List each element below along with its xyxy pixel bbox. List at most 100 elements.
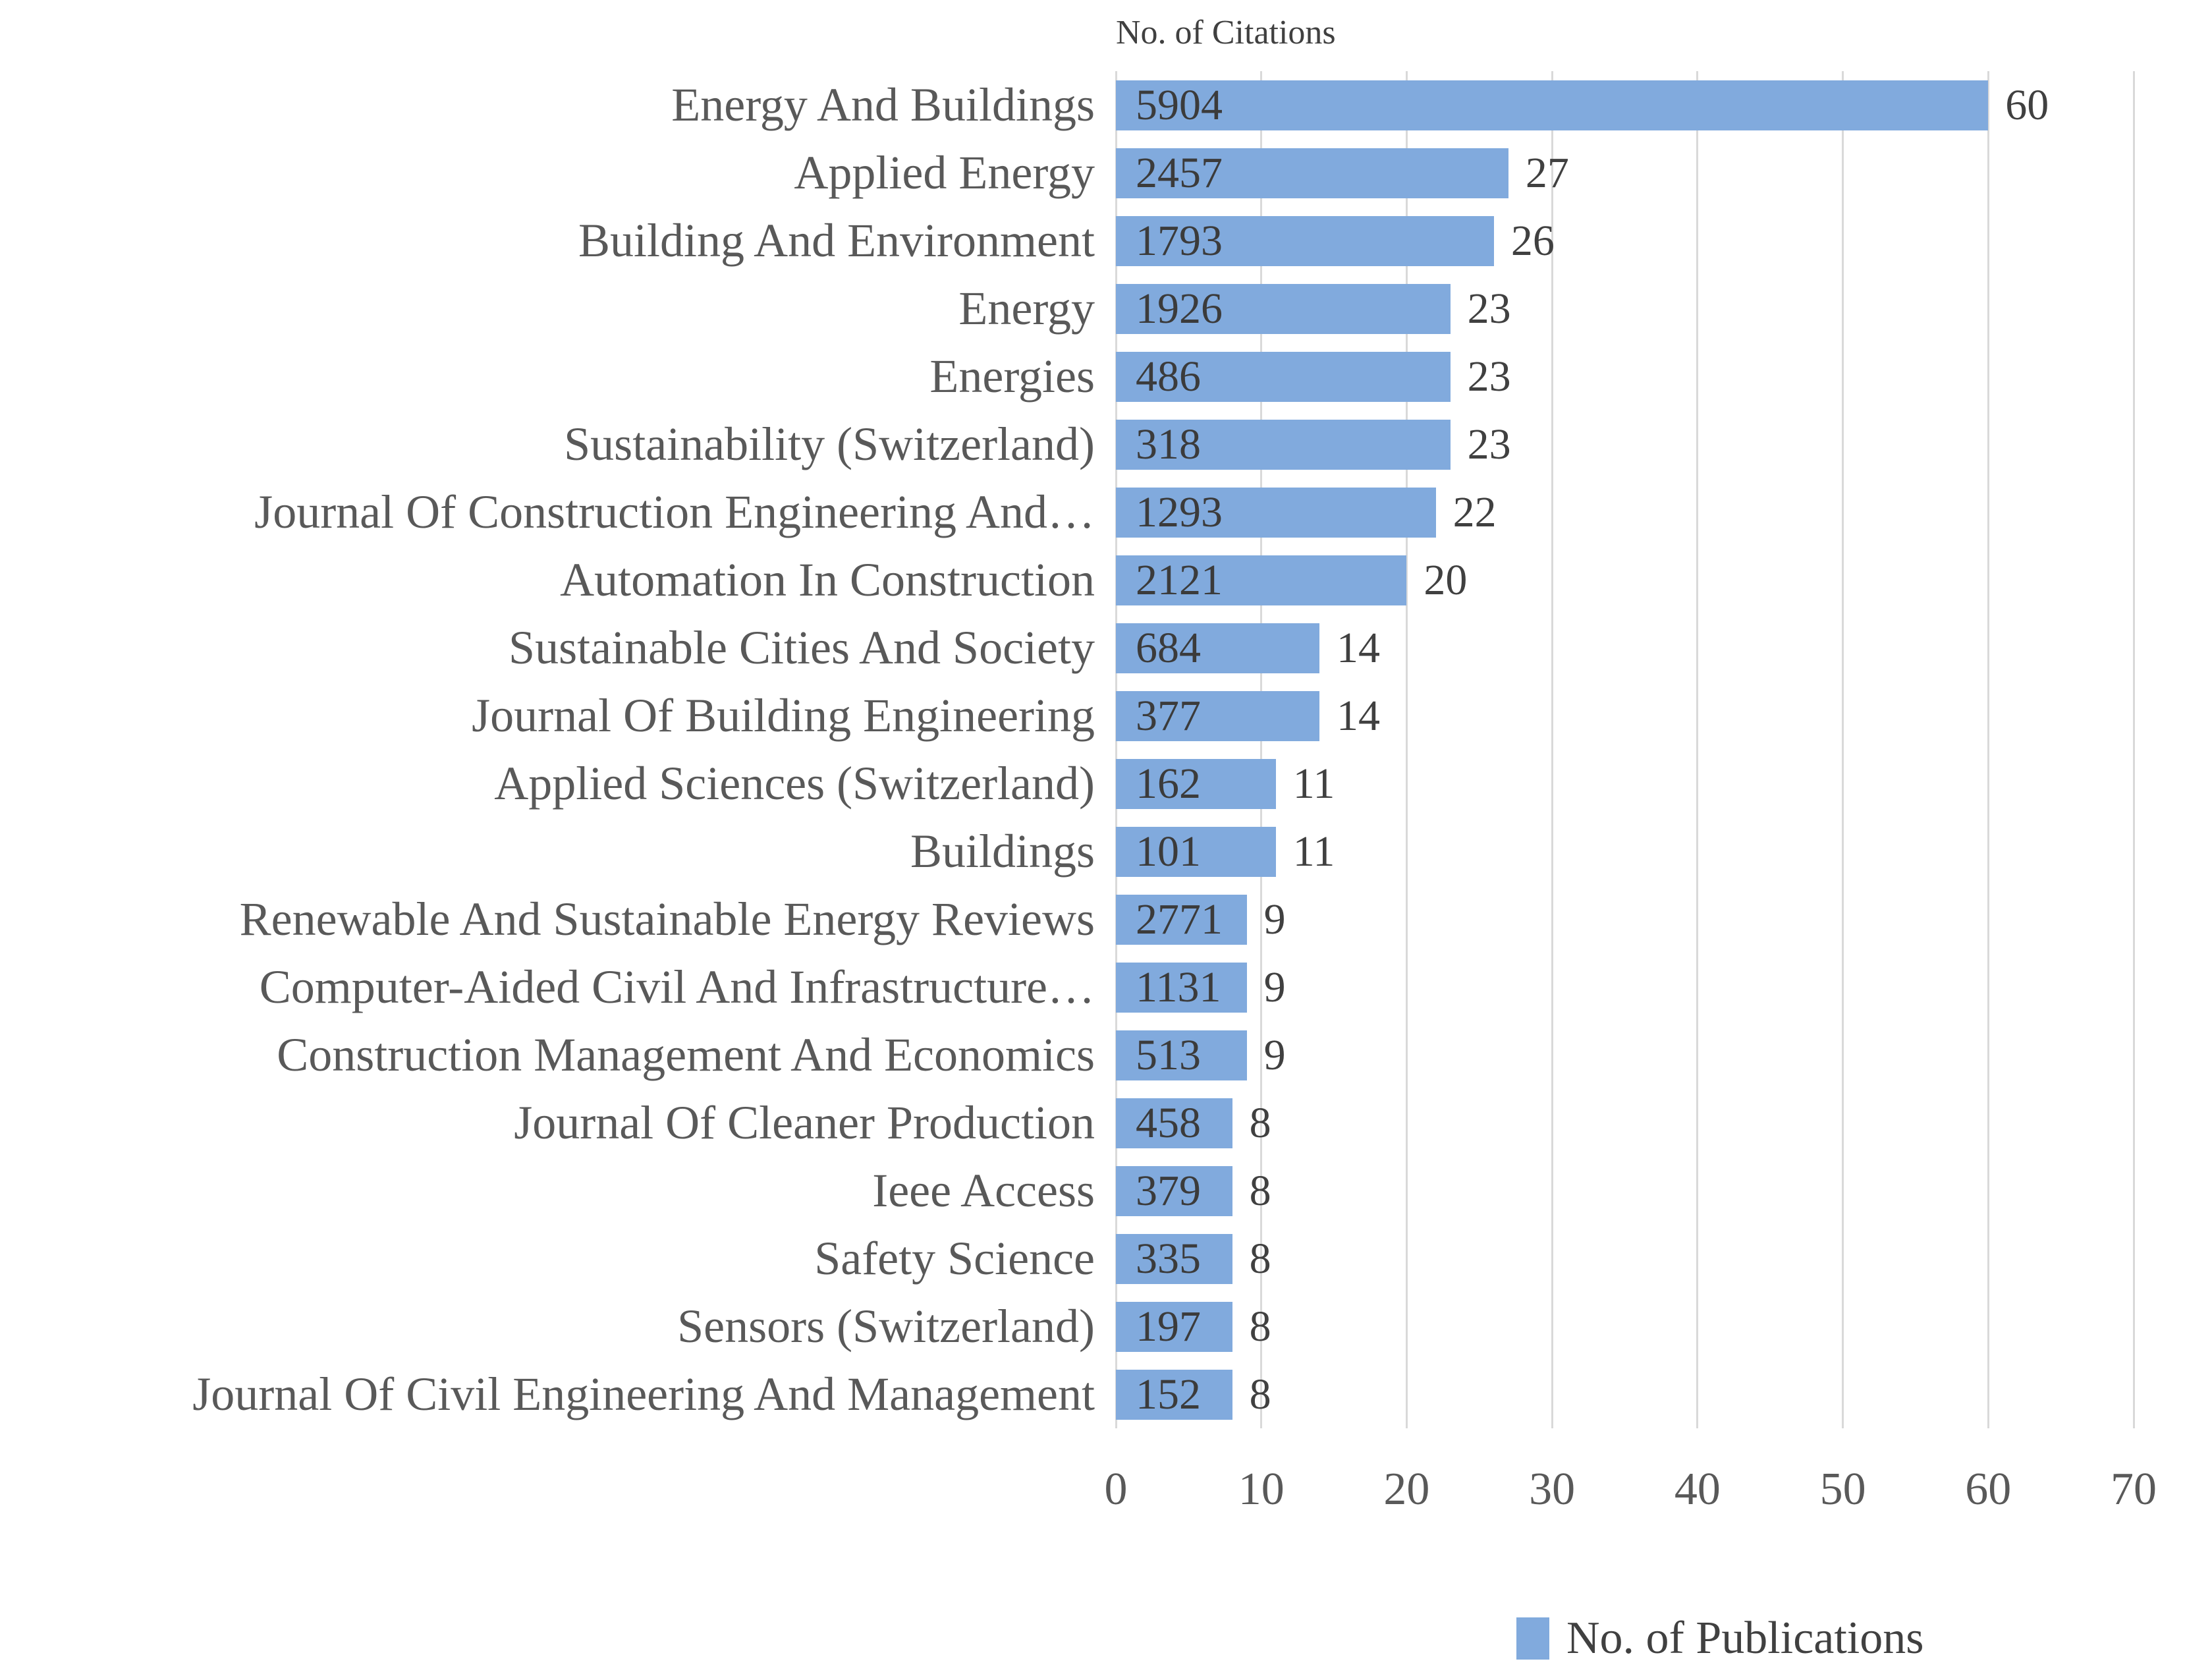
- bar-publications-label: 11: [1292, 827, 1335, 876]
- legend: No. of Publications: [1516, 1615, 1923, 1662]
- category-label: Sensors (Switzerland): [677, 1300, 1095, 1353]
- bar-row: 377 14: [1116, 682, 2134, 750]
- bar-publications-label: 8: [1249, 1370, 1271, 1418]
- bar-citations-label: 2457: [1136, 148, 1223, 197]
- bar: 5904: [1116, 80, 1989, 130]
- bar-publications-label: 23: [1467, 420, 1511, 468]
- bar-citations-label: 152: [1136, 1370, 1201, 1418]
- bar-row: 5904 60: [1116, 71, 2134, 139]
- category-label: Energies: [929, 350, 1095, 403]
- gridline: [1987, 71, 1989, 1428]
- bar-citations-label: 2771: [1136, 895, 1223, 943]
- gridline: [1551, 71, 1553, 1428]
- bar-citations-label: 101: [1136, 827, 1201, 876]
- category-label: Buildings: [910, 825, 1095, 878]
- category-label: Automation In Construction: [560, 553, 1095, 606]
- bar-row: 1293 22: [1116, 478, 2134, 546]
- category-label: Sustainable Cities And Society: [509, 621, 1095, 674]
- bar: 684: [1116, 623, 1319, 673]
- category-label: Journal Of Construction Engineering And…: [254, 486, 1095, 538]
- bar: 318: [1116, 419, 1451, 470]
- bar-row: 197 8: [1116, 1293, 2134, 1360]
- bar-publications-label: 20: [1424, 555, 1468, 604]
- category-label: Journal Of Cleaner Production: [514, 1096, 1095, 1149]
- bar-publications-label: 11: [1292, 759, 1335, 808]
- bar-publications-label: 8: [1249, 1302, 1271, 1351]
- bar: 1926: [1116, 283, 1451, 334]
- bar: 1793: [1116, 215, 1494, 266]
- bar-row: 162 11: [1116, 750, 2134, 818]
- bar-citations-label: 197: [1136, 1302, 1201, 1351]
- bar-citations-label: 1293: [1136, 488, 1223, 536]
- bar-publications-label: 9: [1263, 895, 1286, 943]
- gridline: [2132, 71, 2135, 1428]
- bar-publications-label: 8: [1249, 1098, 1271, 1147]
- bar-publications-label: 8: [1249, 1166, 1271, 1215]
- category-label: Energy: [958, 282, 1095, 335]
- bar-publications-label: 14: [1337, 691, 1380, 740]
- bar: 197: [1116, 1301, 1232, 1352]
- bar-citations-label: 335: [1136, 1234, 1201, 1283]
- category-label: Building And Environment: [578, 214, 1095, 267]
- bar-citations-label: 379: [1136, 1166, 1201, 1215]
- x-tick-label: 0: [1104, 1464, 1128, 1515]
- bar: 458: [1116, 1098, 1232, 1148]
- bar-row: 379 8: [1116, 1157, 2134, 1225]
- legend-marker: [1516, 1617, 1549, 1660]
- gridline: [1842, 71, 1844, 1428]
- bar-citations-label: 486: [1136, 352, 1201, 401]
- category-label: Journal Of Building Engineering: [472, 689, 1095, 742]
- bar-publications-label: 26: [1510, 216, 1555, 265]
- bar-row: 684 14: [1116, 614, 2134, 682]
- bar: 162: [1116, 758, 1276, 809]
- bar: 152: [1116, 1369, 1232, 1420]
- x-tick-label: 70: [2111, 1464, 2157, 1515]
- bar-publications-label: 23: [1467, 284, 1511, 333]
- legend-label: No. of Publications: [1566, 1613, 1924, 1664]
- bar: 513: [1116, 1030, 1247, 1080]
- bar-row: 2771 9: [1116, 885, 2134, 953]
- bar-publications-label: 9: [1263, 963, 1286, 1011]
- bar-citations-label: 1793: [1136, 216, 1223, 265]
- plot-area: 5904 60 2457 27 1793 26 1926 23 486 23 318 23 1293 22…: [1115, 71, 2135, 1428]
- bar-row: 486 23: [1116, 343, 2134, 410]
- category-label: Applied Sciences (Switzerland): [494, 757, 1095, 810]
- bar: 377: [1116, 690, 1319, 741]
- category-label: Ieee Access: [872, 1164, 1095, 1217]
- bar-publications-label: 60: [2005, 80, 2049, 129]
- bar: 379: [1116, 1165, 1232, 1216]
- bar-citations-label: 684: [1136, 623, 1201, 672]
- bar-row: 101 11: [1116, 818, 2134, 885]
- bar-publications-label: 9: [1263, 1030, 1286, 1079]
- gridline: [1696, 71, 1699, 1428]
- bar-citations-label: 5904: [1136, 80, 1223, 129]
- bar: 486: [1116, 351, 1451, 402]
- bar: 1131: [1116, 962, 1247, 1013]
- x-tick-label: 40: [1674, 1464, 1721, 1515]
- x-tick-label: 30: [1529, 1464, 1576, 1515]
- bar-row: 1131 9: [1116, 953, 2134, 1021]
- chart-title: No. of Citations: [1116, 14, 1336, 51]
- gridline: [1405, 71, 1408, 1428]
- bar-row: 458 8: [1116, 1089, 2134, 1157]
- bar-citations-label: 318: [1136, 420, 1201, 468]
- bar-citations-label: 1131: [1136, 963, 1221, 1011]
- bar: 2457: [1116, 148, 1508, 198]
- bar-row: 1793 26: [1116, 207, 2134, 275]
- bar-citations-label: 377: [1136, 691, 1201, 740]
- bar-row: 152 8: [1116, 1360, 2134, 1428]
- bar-citations-label: 2121: [1136, 555, 1223, 604]
- bar-publications-label: 8: [1249, 1234, 1271, 1283]
- bar-row: 2121 20: [1116, 546, 2134, 614]
- category-label: Computer-Aided Civil And Infrastructure…: [259, 961, 1095, 1013]
- bar-row: 513 9: [1116, 1021, 2134, 1089]
- bar: 1293: [1116, 487, 1436, 538]
- bar: 2121: [1116, 555, 1407, 605]
- bar-publications-label: 27: [1525, 148, 1569, 197]
- bar: 335: [1116, 1233, 1232, 1284]
- x-tick-label: 20: [1383, 1464, 1430, 1515]
- bar-publications-label: 23: [1467, 352, 1511, 401]
- category-label: Energy And Buildings: [671, 78, 1095, 131]
- bar: 2771: [1116, 894, 1247, 945]
